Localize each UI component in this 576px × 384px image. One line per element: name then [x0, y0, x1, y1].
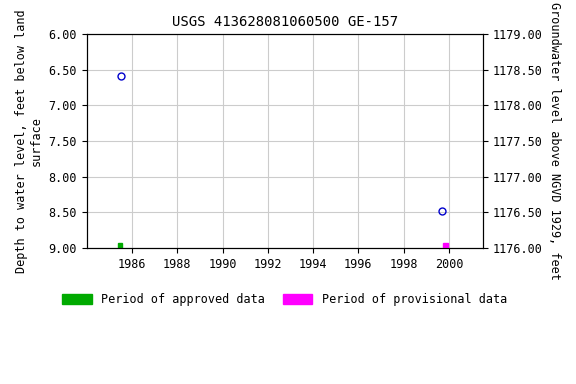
Bar: [444, 243, 448, 250]
Y-axis label: Depth to water level, feet below land
surface: Depth to water level, feet below land su…: [15, 9, 43, 273]
Bar: [118, 243, 122, 250]
Y-axis label: Groundwater level above NGVD 1929, feet: Groundwater level above NGVD 1929, feet: [548, 2, 561, 280]
Title: USGS 413628081060500 GE-157: USGS 413628081060500 GE-157: [172, 15, 398, 29]
Legend: Period of approved data, Period of provisional data: Period of approved data, Period of provi…: [62, 293, 507, 306]
